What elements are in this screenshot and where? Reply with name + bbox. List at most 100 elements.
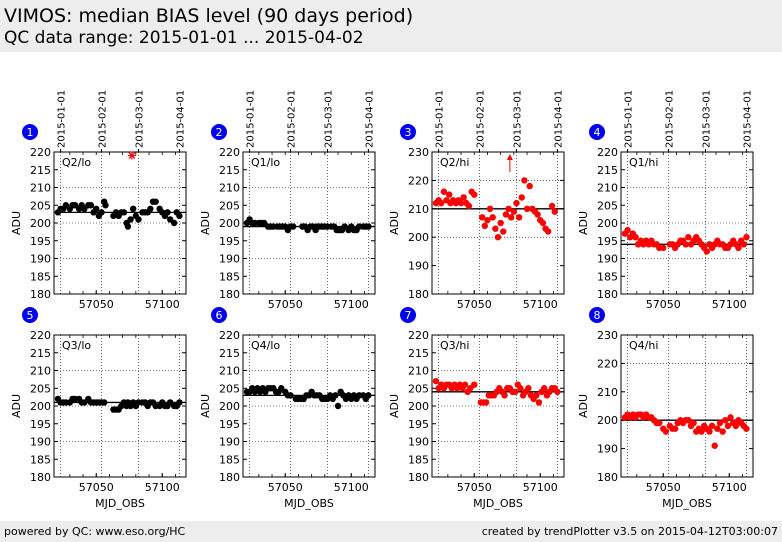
- y-tick-label: 180: [408, 471, 429, 484]
- data-point: [102, 202, 109, 209]
- panel-label: Q2/hi: [440, 156, 469, 169]
- data-point: [471, 191, 478, 198]
- panel-badge: [211, 307, 227, 323]
- panel-label: Q2/lo: [62, 156, 91, 169]
- panel-badge-number: 6: [216, 309, 223, 322]
- data-point: [176, 399, 183, 406]
- data-point: [656, 419, 663, 427]
- date-tick-label: 2015-03-01: [134, 90, 145, 148]
- data-point: [465, 202, 473, 210]
- panel-badge-number: 2: [216, 126, 223, 139]
- date-tick-label: 2015-01-01: [624, 90, 635, 148]
- y-tick-label: 190: [219, 436, 240, 449]
- y-tick-label: 220: [597, 146, 618, 159]
- y-tick-label: 190: [408, 436, 429, 449]
- data-point: [740, 241, 747, 248]
- data-point: [719, 428, 726, 435]
- panel-badge-number: 7: [405, 309, 412, 322]
- data-point: [624, 226, 631, 234]
- data-point: [716, 419, 724, 427]
- date-tick-label: 2015-02-01: [476, 90, 487, 148]
- data-point: [124, 223, 132, 230]
- x-tick-label: 57050: [457, 298, 492, 311]
- y-tick-label: 215: [30, 347, 51, 360]
- y-tick-label: 195: [219, 418, 240, 431]
- y-tick-label: 220: [408, 329, 429, 342]
- x-tick-label: 57100: [334, 298, 369, 311]
- data-point: [523, 205, 531, 212]
- y-tick-label: 185: [219, 270, 240, 283]
- data-point: [662, 428, 670, 435]
- data-point: [484, 216, 491, 224]
- data-point: [544, 228, 552, 235]
- y-tick-label: 180: [219, 471, 240, 484]
- data-point: [440, 188, 448, 195]
- y-tick-label: 195: [30, 418, 51, 431]
- footer-credit: powered by QC: www.eso.org/HC: [4, 525, 186, 538]
- y-tick-label: 210: [219, 182, 240, 195]
- y-tick-label: 180: [30, 288, 51, 301]
- panel-badge-number: 3: [405, 126, 412, 139]
- data-point: [513, 199, 520, 207]
- y-tick-label: 210: [30, 365, 51, 378]
- y-tick-label: 220: [219, 329, 240, 342]
- y-tick-label: 220: [408, 174, 429, 187]
- y-tick-label: 205: [30, 382, 51, 395]
- x-tick-label: 57100: [712, 481, 747, 494]
- data-point: [551, 208, 558, 215]
- data-point: [87, 202, 95, 209]
- panel-label: Q4/hi: [629, 339, 658, 352]
- y-tick-label: 220: [30, 329, 51, 342]
- plot-panel-1: 180 185 190 195 200 205 210 215 220 57050 57100 ADU…: [10, 90, 187, 311]
- data-point: [554, 388, 561, 395]
- y-tick-label: 220: [219, 146, 240, 159]
- data-point: [494, 234, 502, 241]
- data-point: [732, 422, 740, 430]
- y-tick-label: 205: [219, 382, 240, 395]
- panel-badge-number: 1: [27, 126, 34, 139]
- y-tick-label: 200: [30, 400, 51, 413]
- y-tick-label: 205: [408, 382, 429, 395]
- y-tick-label: 180: [219, 288, 240, 301]
- y-tick-label: 205: [30, 199, 51, 212]
- y-tick-label: 190: [219, 253, 240, 266]
- y-tick-label: 180: [597, 288, 618, 301]
- panel-label: Q3/hi: [440, 339, 469, 352]
- panel-label: Q1/hi: [629, 156, 658, 169]
- x-tick-label: 57050: [268, 481, 303, 494]
- data-point: [164, 209, 171, 216]
- panel-label: Q4/lo: [251, 339, 280, 352]
- data-point: [708, 422, 716, 430]
- data-point: [98, 209, 105, 216]
- date-tick-label: 2015-02-01: [98, 90, 109, 148]
- data-point: [481, 222, 488, 230]
- panel-label: Q3/lo: [62, 339, 91, 352]
- data-point: [521, 177, 528, 184]
- data-point: [533, 392, 540, 399]
- data-point: [501, 392, 508, 399]
- y-tick-label: 215: [30, 164, 51, 177]
- date-tick-label: 2015-04-01: [175, 90, 186, 148]
- data-point: [508, 214, 515, 221]
- data-point: [289, 223, 297, 230]
- panel-badge: [589, 307, 605, 323]
- data-point: [332, 392, 339, 399]
- y-tick-label: 205: [219, 199, 240, 212]
- data-point: [735, 244, 742, 252]
- y-tick-label: 185: [597, 270, 618, 283]
- y-tick-label: 215: [408, 347, 429, 360]
- y-tick-label: 200: [219, 217, 240, 230]
- page-title: VIMOS: median BIAS level (90 days period…: [4, 5, 414, 27]
- data-point: [120, 209, 128, 216]
- x-axis-label: MJD_OBS: [473, 497, 523, 510]
- y-tick-label: 185: [30, 270, 51, 283]
- footer-generator: created by trendPlotter v3.5 on 2015-04-…: [481, 525, 778, 538]
- y-tick-label: 210: [408, 203, 429, 216]
- data-point: [489, 214, 496, 221]
- y-tick-label: 190: [597, 443, 618, 456]
- data-point: [478, 214, 486, 221]
- data-point: [690, 419, 697, 427]
- data-point: [486, 205, 494, 212]
- x-tick-label: 57050: [457, 481, 492, 494]
